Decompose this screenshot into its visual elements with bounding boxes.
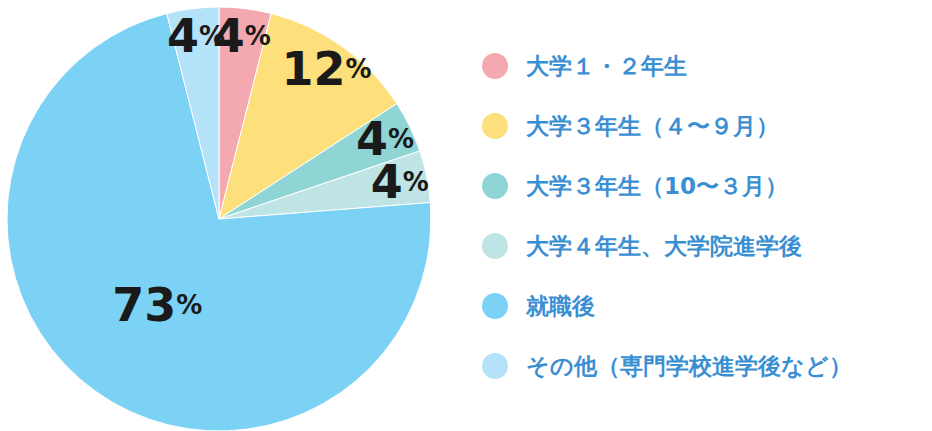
html-text:大学３年生（10〜３月）: 大学３年生（10〜３月） [526,172,788,199]
svg-text:4%: 4% [167,9,225,63]
svg-text:4%: 4% [371,155,429,209]
svg-text:73%: 73% [112,278,202,332]
svg-text:12%: 12% [281,42,371,96]
svg-text:4%: 4% [356,111,414,166]
svg-text:4%: 4% [212,9,271,63]
html-text:大学４年生、大学院進学後: 大学４年生、大学院進学後 [526,232,802,259]
html-text:大学１・２年生: 大学１・２年生 [526,52,687,79]
html-text:その他（専門学校進学後など）: その他（専門学校進学後など） [526,352,852,379]
html-text:大学３年生（４〜９月）: 大学３年生（４〜９月） [526,112,779,139]
html-text:就職後: 就職後 [526,292,595,319]
